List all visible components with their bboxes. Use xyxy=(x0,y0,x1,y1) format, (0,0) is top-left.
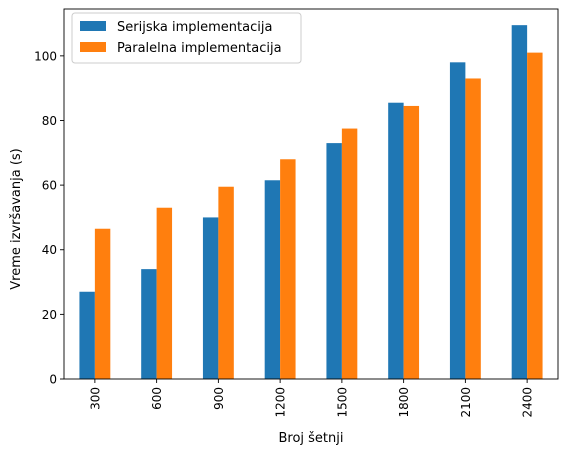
y-tick-label: 60 xyxy=(42,179,57,193)
bar-serial-300 xyxy=(79,291,95,379)
bar-serial-1800 xyxy=(388,102,404,379)
bar-serial-2400 xyxy=(511,25,528,380)
bar-parallel-1500 xyxy=(341,128,358,379)
legend-label: Paralelna implementacija xyxy=(117,41,282,56)
axes-group: 0 20 40 60 80 100 300 600 900 1200 1500 1800 2100 240… xyxy=(34,8,559,418)
plot-frame xyxy=(63,8,559,380)
bar-serial-600 xyxy=(141,269,157,379)
x-tick-label: 2400 xyxy=(521,387,535,418)
legend-box xyxy=(71,12,302,64)
bar-parallel-900 xyxy=(218,186,234,379)
bar-serial-2100 xyxy=(449,62,466,379)
bars-group xyxy=(79,25,543,380)
bar-parallel-2100 xyxy=(465,78,481,379)
bar-parallel-1800 xyxy=(403,105,420,379)
bar-serial-1500 xyxy=(326,143,342,379)
legend-swatch xyxy=(80,42,106,52)
x-tick-label: 1200 xyxy=(274,387,288,418)
bar-parallel-2400 xyxy=(527,52,543,380)
y-axis-label: Vreme izvršavanja (s) xyxy=(9,148,24,289)
legend: Serijska implementacija Paralelna impleme… xyxy=(71,12,302,64)
x-tick-label: 1800 xyxy=(397,387,411,418)
y-tick-label: 40 xyxy=(42,243,57,257)
x-tick-label: 1500 xyxy=(335,387,349,418)
y-tick-label: 20 xyxy=(42,308,57,322)
bar-parallel-300 xyxy=(94,228,111,379)
bar-serial-1200 xyxy=(264,180,281,379)
legend-label: Serijska implementacija xyxy=(117,20,272,35)
y-tick-label: 100 xyxy=(34,49,57,63)
x-tick-label: 900 xyxy=(212,387,226,410)
y-tick-label: 80 xyxy=(42,114,57,128)
x-tick-label: 2100 xyxy=(459,387,473,418)
legend-swatch xyxy=(80,21,106,31)
y-tick-label: 0 xyxy=(49,373,57,387)
x-tick-label: 300 xyxy=(88,387,102,410)
bar-serial-900 xyxy=(202,217,219,379)
bar-parallel-600 xyxy=(156,207,173,379)
bar-parallel-1200 xyxy=(280,159,296,379)
x-tick-label: 600 xyxy=(150,387,164,410)
x-axis-label: Broj šetnji xyxy=(278,431,343,446)
